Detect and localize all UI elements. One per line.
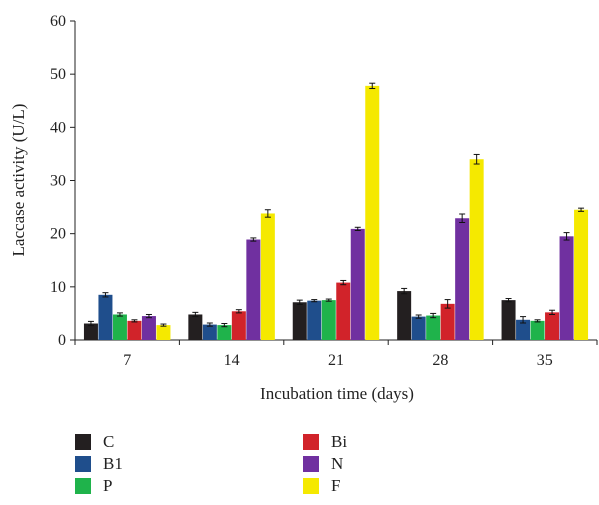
bar xyxy=(231,311,246,340)
bar xyxy=(127,320,142,340)
bar xyxy=(336,282,351,340)
y-tick-label: 10 xyxy=(50,279,66,296)
bar xyxy=(292,302,307,340)
bar xyxy=(397,291,412,340)
bar xyxy=(559,236,574,340)
bar xyxy=(217,325,232,340)
bar xyxy=(516,319,531,340)
bar xyxy=(246,239,261,340)
x-tick-label: 7 xyxy=(123,352,131,369)
bar xyxy=(156,325,171,340)
bar xyxy=(411,316,426,340)
bar xyxy=(365,85,380,340)
x-tick-label: 14 xyxy=(224,352,240,369)
x-tick-label: 28 xyxy=(432,352,448,369)
bar xyxy=(440,303,455,340)
bar xyxy=(501,300,516,340)
y-tick-label: 30 xyxy=(50,173,66,190)
bar xyxy=(574,209,589,340)
bar xyxy=(545,312,560,340)
bar xyxy=(530,320,545,340)
x-tick-label: 35 xyxy=(537,352,553,369)
bar xyxy=(83,323,98,340)
y-tick-label: 50 xyxy=(50,66,66,83)
bar xyxy=(469,159,484,340)
plot-area: 0 10 20 30 40 50 60 7 14 21 28 35 xyxy=(50,13,598,369)
bar xyxy=(321,300,336,340)
bar xyxy=(202,324,217,340)
x-axis-label: Incubation time (days) xyxy=(260,384,414,403)
y-axis-label: Laccase activity (U/L) xyxy=(9,104,28,257)
y-tick-label: 20 xyxy=(50,226,66,243)
bar xyxy=(141,316,156,340)
bar xyxy=(426,315,441,340)
bar xyxy=(350,228,365,340)
y-tick-label: 0 xyxy=(58,332,66,349)
bar xyxy=(260,213,275,340)
x-tick-label: 21 xyxy=(328,352,344,369)
y-tick-label: 40 xyxy=(50,119,66,136)
bar xyxy=(98,294,113,340)
bar xyxy=(112,314,127,340)
bar xyxy=(307,300,322,340)
y-tick-label: 60 xyxy=(50,13,66,30)
bar xyxy=(188,314,203,340)
bar xyxy=(455,218,470,340)
